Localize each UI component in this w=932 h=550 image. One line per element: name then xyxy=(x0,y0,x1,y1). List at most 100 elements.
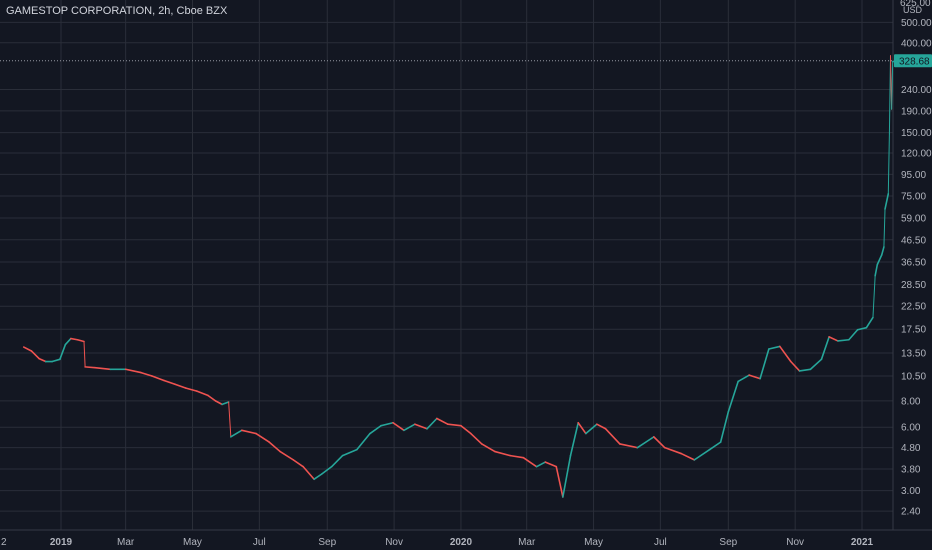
price-segment xyxy=(663,446,682,455)
price-segment xyxy=(798,368,812,372)
price-segment xyxy=(693,448,711,461)
price-segment xyxy=(522,456,538,468)
price-segment xyxy=(447,423,462,427)
price-segment xyxy=(789,360,801,372)
time-tick-label: Jul xyxy=(654,537,667,548)
price-segment xyxy=(414,423,428,430)
price-segment xyxy=(241,429,257,435)
price-axis-unit: USD xyxy=(903,5,923,15)
price-segment xyxy=(848,328,859,341)
price-tick-label: 22.50 xyxy=(901,302,926,313)
price-segment xyxy=(653,436,666,449)
price-segment xyxy=(719,411,730,443)
price-segment xyxy=(555,465,564,498)
price-segment xyxy=(876,254,883,266)
price-segment xyxy=(185,387,198,392)
price-axis[interactable]: 2.40 3.00 3.80 4.80 6.00 8.00 10.50 13.50 17.50 2… xyxy=(901,18,932,518)
time-axis[interactable]: 2 2019 Mar May Jul Sep Nov 2020 Mar May Jul Sep Nov 2… xyxy=(1,537,874,548)
price-segment xyxy=(604,427,621,445)
price-tick-label: 240.00 xyxy=(901,85,932,96)
price-tick-label: 8.00 xyxy=(901,396,921,407)
price-tick-label: 2.40 xyxy=(901,507,921,518)
price-segment xyxy=(470,432,483,445)
price-tick-label: 500.00 xyxy=(901,18,932,29)
price-tick-label: 95.00 xyxy=(901,170,926,181)
last-price-marker: 328.68 xyxy=(0,54,932,68)
price-tick-label: 75.00 xyxy=(901,192,926,203)
price-segment xyxy=(255,432,270,443)
price-segment xyxy=(737,374,750,383)
price-tick-label: 10.50 xyxy=(901,372,926,383)
price-tick-label: 17.50 xyxy=(901,325,926,336)
price-tick-label: 4.80 xyxy=(901,443,921,454)
price-segment xyxy=(544,461,558,468)
price-segment xyxy=(124,368,142,374)
price-segment xyxy=(369,424,382,435)
chart-grid xyxy=(0,0,893,530)
price-segment xyxy=(84,366,96,369)
time-tick-label: Sep xyxy=(318,537,336,548)
price-segment xyxy=(837,338,850,342)
price-tick-label: 28.50 xyxy=(901,280,926,291)
time-tick-label: Sep xyxy=(719,537,737,548)
time-tick-label: 2 xyxy=(1,537,7,548)
price-segment xyxy=(380,421,394,427)
price-segment xyxy=(403,423,416,432)
price-segment xyxy=(426,417,438,430)
price-segment xyxy=(509,454,525,459)
price-tick-label: 13.50 xyxy=(901,348,926,359)
price-axis-top-label: 625.00 xyxy=(900,0,931,9)
price-segment xyxy=(887,133,890,195)
price-segment xyxy=(341,448,358,457)
price-segment xyxy=(636,436,655,449)
price-segment xyxy=(76,338,85,343)
price-tick-label: 3.00 xyxy=(901,486,921,497)
price-segment xyxy=(874,263,879,277)
price-segment xyxy=(64,337,72,346)
price-segment xyxy=(436,417,449,426)
price-tick-label: 150.00 xyxy=(901,128,932,139)
price-segment xyxy=(356,432,371,451)
price-segment xyxy=(680,452,696,461)
price-segment xyxy=(585,423,598,435)
price-segment xyxy=(708,441,722,451)
price-segment xyxy=(30,350,40,360)
price-tick-label: 46.50 xyxy=(901,235,926,246)
price-segment xyxy=(196,390,209,397)
price-tick-label: 190.00 xyxy=(901,106,932,117)
price-segment xyxy=(480,443,496,453)
chart-title: GAMESTOP CORPORATION, 2h, Cboe BZX xyxy=(6,5,228,17)
price-segment xyxy=(596,423,607,430)
price-segment xyxy=(83,341,86,368)
price-segment xyxy=(779,345,792,363)
price-segment xyxy=(38,357,47,363)
price-segment xyxy=(748,374,761,380)
price-segment xyxy=(883,208,886,248)
price-segment xyxy=(70,337,79,341)
price-tick-label: 3.80 xyxy=(901,465,921,476)
price-segment xyxy=(562,454,572,498)
price-segment xyxy=(809,358,823,371)
price-segment xyxy=(214,400,223,406)
price-segment xyxy=(163,379,176,386)
price-segment xyxy=(313,473,323,481)
price-segment xyxy=(392,421,405,432)
time-tick-label: 2021 xyxy=(851,537,874,548)
last-price-label: 328.68 xyxy=(899,56,930,67)
price-segment xyxy=(569,421,579,457)
price-segment xyxy=(577,421,587,435)
price-segment xyxy=(494,450,512,457)
price-segment xyxy=(279,450,295,461)
price-segment xyxy=(759,348,770,380)
price-segment xyxy=(856,326,868,331)
price-segment xyxy=(768,345,781,350)
price-series xyxy=(22,55,897,498)
price-segment xyxy=(59,343,67,361)
price-segment xyxy=(880,246,885,256)
price-segment xyxy=(221,401,230,406)
price-segment xyxy=(230,429,243,438)
price-segment xyxy=(330,454,344,468)
price-segment xyxy=(22,346,33,352)
price-segment xyxy=(268,441,281,453)
